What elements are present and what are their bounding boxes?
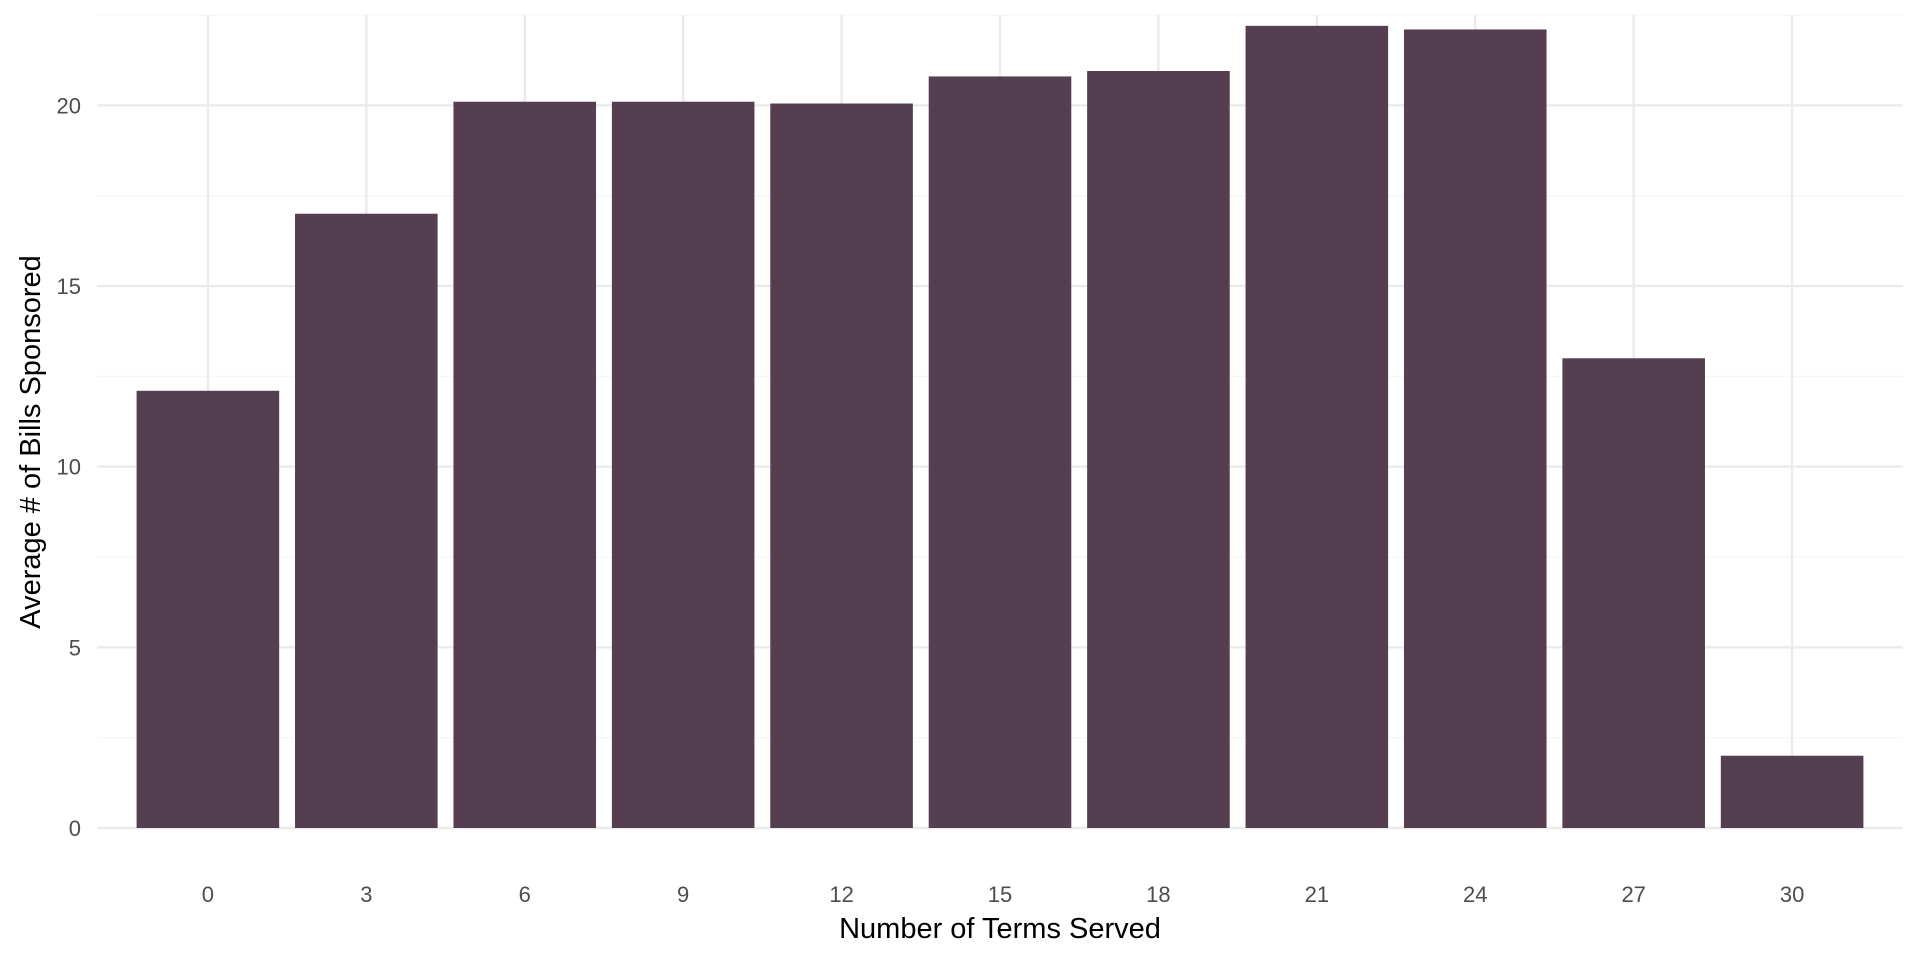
- bar-6: [453, 101, 597, 829]
- bar-15: [928, 76, 1072, 829]
- x-tick-label: 21: [1305, 882, 1329, 907]
- x-axis-ticks: 0 3 6 9 12 15 18 21 24 27 30: [202, 882, 1805, 907]
- x-axis-title: Number of Terms Served: [839, 913, 1161, 945]
- bar-12: [770, 103, 913, 828]
- x-tick-label: 18: [1146, 882, 1170, 907]
- y-tick-label: 10: [57, 455, 81, 480]
- x-tick-label: 3: [360, 882, 372, 907]
- x-tick-label: 0: [202, 882, 214, 907]
- y-axis-ticks: 0 5 10 15 20: [57, 93, 81, 841]
- bar-27: [1562, 358, 1705, 828]
- bar-24: [1403, 29, 1547, 829]
- bar-21: [1245, 25, 1389, 828]
- x-tick-label: 27: [1621, 882, 1645, 907]
- bar-0: [136, 390, 280, 828]
- x-tick-label: 12: [829, 882, 853, 907]
- bar-30: [1720, 755, 1864, 828]
- y-tick-label: 15: [57, 274, 81, 299]
- y-axis-title: Average # of Bills Sponsored: [15, 255, 47, 628]
- x-tick-label: 30: [1780, 882, 1804, 907]
- bars: [136, 25, 1864, 829]
- x-tick-label: 24: [1463, 882, 1487, 907]
- bar-9: [611, 101, 755, 829]
- bar-18: [1087, 71, 1230, 829]
- y-tick-label: 20: [57, 93, 81, 118]
- bar-3: [295, 213, 438, 828]
- x-tick-label: 15: [988, 882, 1012, 907]
- x-tick-label: 9: [677, 882, 689, 907]
- y-tick-label: 0: [69, 816, 81, 841]
- x-tick-label: 6: [519, 882, 531, 907]
- y-tick-label: 5: [69, 635, 81, 660]
